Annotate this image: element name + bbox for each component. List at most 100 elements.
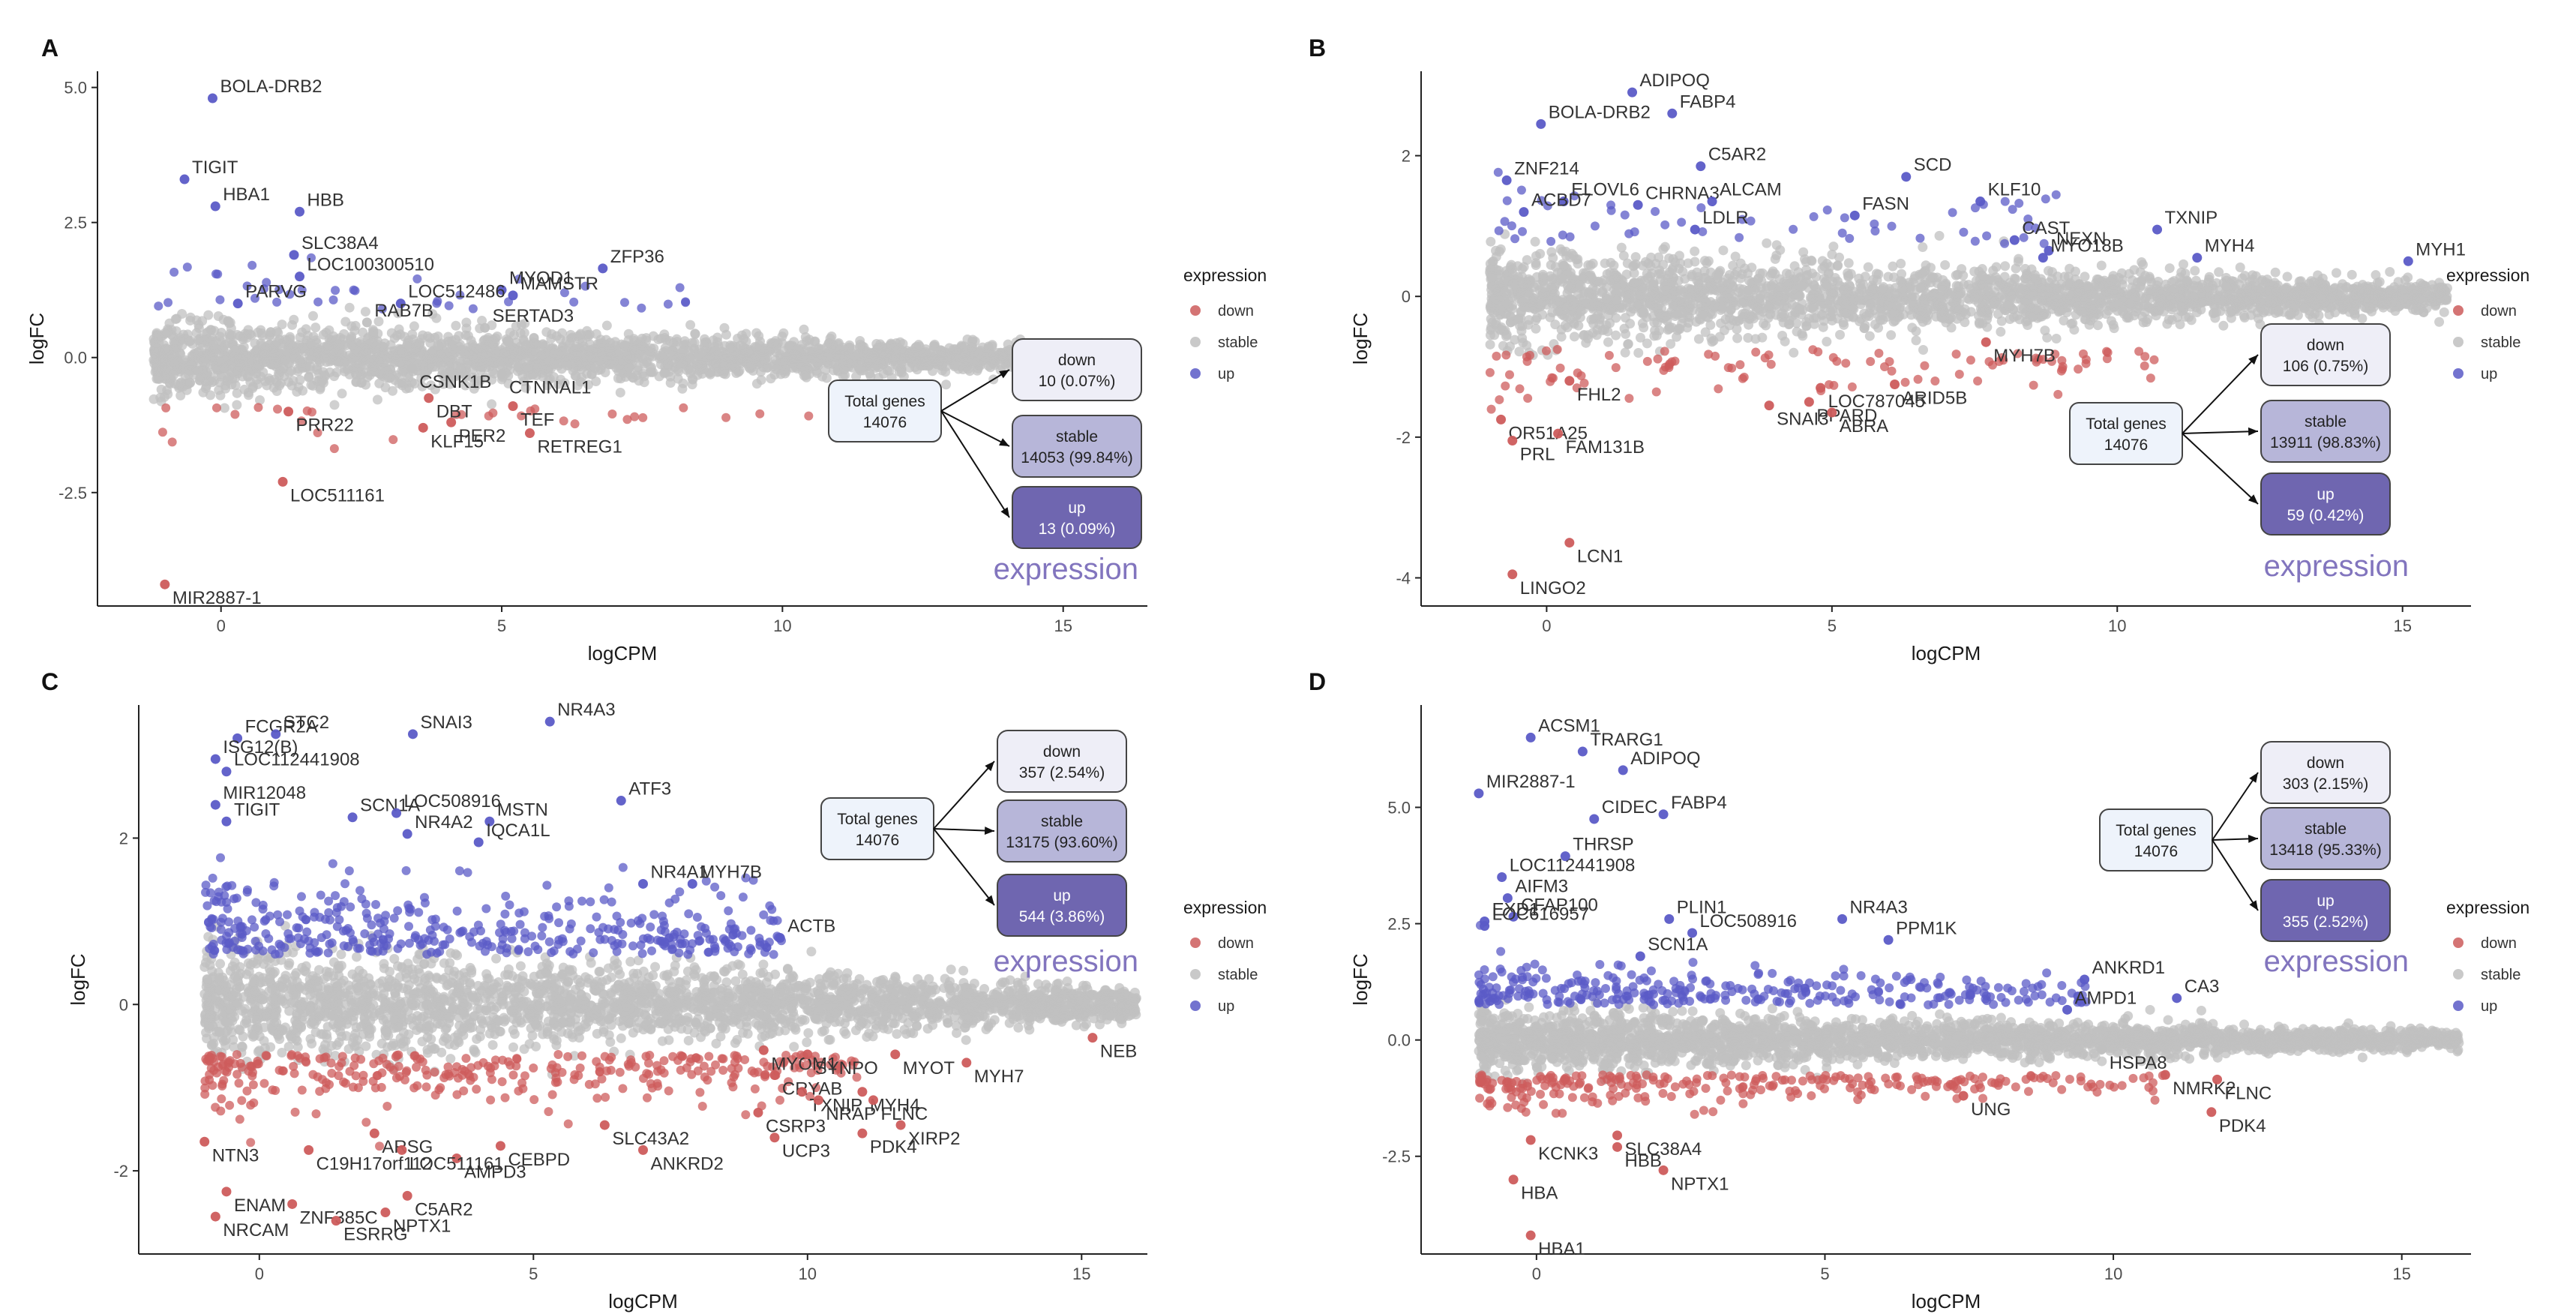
stable-point [361,380,371,390]
stable-point [538,340,548,350]
stable-point [352,356,363,366]
stable-point [760,355,770,365]
stable-point [2044,266,2054,276]
stable-point [334,356,344,367]
stable-point [865,368,875,379]
stable-point [793,346,804,357]
stable-point [683,346,694,356]
stable-point [487,399,497,410]
stable-point [988,354,998,364]
stable-point [2135,267,2146,278]
stable-point [308,310,319,321]
stable-point [716,358,727,368]
gene-point [598,263,608,274]
y-axis-title: logFC [1349,313,1372,364]
stable-point [325,367,335,377]
stable-point [640,342,650,352]
stable-point [985,362,996,373]
legend-key-up [1190,368,1201,379]
down-point [804,411,814,421]
stable-point [968,358,979,368]
stable-point [1732,324,1742,334]
up-point [331,286,340,296]
stable-point [169,358,180,369]
stable-point [1531,315,1541,326]
gene-point [406,363,417,374]
gene-label: CSNK1B [419,372,491,392]
up-point [569,297,579,307]
gene-point [160,579,170,590]
down-point [230,410,240,419]
stable-point [1822,337,1832,347]
stable-point [2331,268,2341,278]
stable-point [751,328,762,338]
stable-point [1629,260,1639,271]
stable-point [663,358,673,369]
stable-point [365,358,376,368]
total-genes-box [828,380,942,442]
stable-point [1565,252,1576,262]
stable-point [551,331,562,341]
stable-point [928,345,939,356]
gene-point [524,428,535,439]
stable-point [1556,332,1567,342]
stable-point [801,372,811,382]
stable-point [604,343,614,353]
gene-label: MAMSTR [520,274,598,294]
y-tick-label: -2 [1396,428,1411,447]
stable-point [1969,266,1980,277]
stable-point [1523,274,1534,284]
y-tick-label: -2.5 [58,484,87,502]
stable-point [461,317,472,328]
stable-point [548,359,559,370]
stable-point [2161,279,2171,290]
stable-point [1732,333,1743,344]
stable-point [2040,326,2050,336]
stable-point [2235,262,2245,272]
stable-point [941,380,952,390]
stable-point [372,394,382,405]
stable-point [1589,298,1600,308]
stable-point [1642,268,1652,279]
stable-point [1638,308,1648,318]
stable-point [690,328,700,339]
down-box-value: 10 (0.07%) [1039,373,1116,390]
expression-caption: expression [994,553,1138,586]
stable-point [169,379,180,389]
stable-point [1683,258,1693,268]
stable-point [756,375,766,386]
x-tick-label: 0 [217,616,226,635]
stable-point [910,347,920,358]
stable-point [156,384,166,394]
stable-point [613,349,623,359]
down-point [638,412,648,422]
stable-point [2385,266,2395,277]
stable-point [160,374,170,384]
stable-point [289,314,299,325]
gene-point [179,174,190,184]
stable-point [751,342,762,352]
gene-point [232,298,243,309]
gene-label: PRR22 [296,416,354,436]
panel-letter: A [41,34,58,62]
stable-point [1654,326,1665,336]
stable-point [168,370,178,380]
stable-point [321,357,331,368]
gene-label: SERTAD3 [493,306,574,326]
stable-point [967,336,978,346]
stable-point [1590,313,1600,323]
stable-point [2341,283,2352,293]
gene-label: MIR2887-1 [172,588,262,608]
stable-point [277,320,287,330]
stable-point [1778,317,1789,328]
stable-point [673,366,684,376]
stable-point [600,368,610,378]
stable-point [422,331,433,341]
stable-point [2144,294,2155,304]
stable-point [418,350,429,360]
stable-point [1763,300,1774,310]
stable-point [778,328,789,338]
stable-point [288,376,298,386]
down-point [607,409,617,418]
y-tick-label: 0 [1402,287,1411,306]
